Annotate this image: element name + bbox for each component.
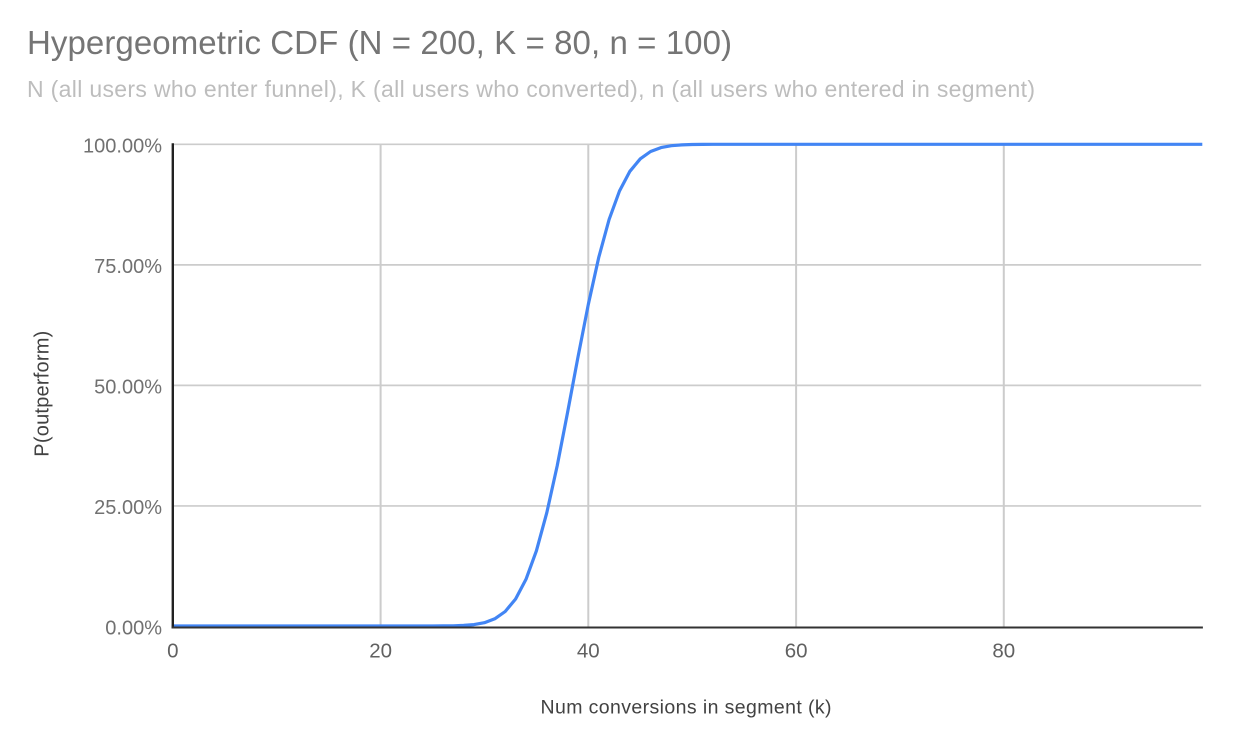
svg-text:80: 80 — [992, 640, 1015, 663]
svg-text:50.00%: 50.00% — [94, 377, 162, 399]
svg-text:0.00%: 0.00% — [105, 618, 162, 640]
svg-text:P(outperform): P(outperform) — [32, 331, 54, 457]
svg-text:20: 20 — [369, 640, 392, 663]
svg-text:100.00%: 100.00% — [83, 136, 162, 158]
svg-text:Num conversions in segment (k): Num conversions in segment (k) — [541, 697, 832, 719]
svg-text:40: 40 — [577, 640, 600, 663]
svg-text:Hypergeometric CDF (N = 200, K: Hypergeometric CDF (N = 200, K = 80, n =… — [27, 24, 732, 61]
svg-text:N (all users who enter funnel): N (all users who enter funnel), K (all u… — [27, 76, 1035, 102]
svg-text:0: 0 — [167, 640, 178, 663]
svg-text:75.00%: 75.00% — [94, 256, 162, 278]
svg-text:25.00%: 25.00% — [94, 497, 162, 519]
svg-text:60: 60 — [785, 640, 808, 663]
